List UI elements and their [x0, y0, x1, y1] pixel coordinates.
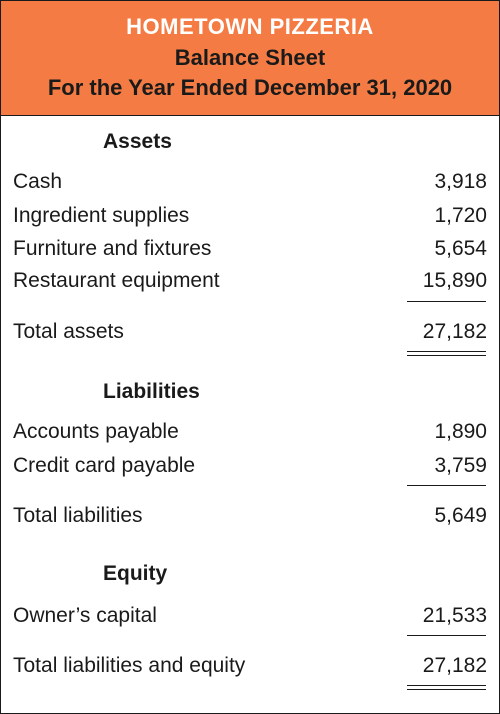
total-amount: 27,182: [422, 320, 487, 343]
line-item-amount: 15,890: [422, 269, 487, 292]
line-item: Restaurant equipment 15,890: [13, 267, 487, 295]
double-underline: [407, 685, 486, 690]
subtotal-rule: [407, 485, 486, 486]
line-item: Ingredient supplies 1,720: [13, 202, 487, 230]
total-row: Total liabilities and equity 27,182: [13, 652, 487, 680]
document-title: Balance Sheet: [174, 45, 326, 70]
total-row: Total liabilities 5,649: [13, 502, 487, 530]
company-name: HOMETOWN PIZZERIA: [126, 14, 374, 39]
subtotal-rule: [407, 301, 486, 302]
line-item: Cash 3,918: [13, 168, 487, 196]
liabilities-heading: Liabilities: [103, 380, 200, 403]
line-item-amount: 1,720: [434, 204, 487, 227]
line-item-label: Restaurant equipment: [13, 269, 220, 292]
line-item: Owner’s capital 21,533: [13, 602, 487, 630]
line-item-label: Furniture and fixtures: [13, 237, 212, 260]
sheet-header: HOMETOWN PIZZERIA Balance Sheet For the …: [1, 1, 499, 116]
total-row: Total assets 27,182: [13, 318, 487, 346]
line-item: Furniture and fixtures 5,654: [13, 235, 487, 263]
assets-heading: Assets: [103, 130, 172, 153]
double-underline: [407, 351, 486, 356]
line-item: Credit card payable 3,759: [13, 452, 487, 480]
total-amount: 5,649: [434, 504, 487, 527]
line-item: Accounts payable 1,890: [13, 418, 487, 446]
line-item-amount: 1,890: [434, 420, 487, 443]
line-item-amount: 21,533: [422, 604, 487, 627]
subtotal-rule: [407, 635, 486, 636]
line-item-label: Credit card payable: [13, 454, 196, 477]
total-label: Total liabilities: [13, 504, 143, 527]
line-item-amount: 5,654: [434, 237, 487, 260]
total-label: Total liabilities and equity: [13, 654, 246, 677]
line-item-label: Cash: [13, 170, 63, 193]
report-period: For the Year Ended December 31, 2020: [47, 75, 453, 100]
line-item-label: Ingredient supplies: [13, 204, 190, 227]
line-item-amount: 3,759: [434, 454, 487, 477]
line-item-label: Accounts payable: [13, 420, 179, 443]
total-label: Total assets: [13, 320, 124, 343]
line-item-amount: 3,918: [434, 170, 487, 193]
total-amount: 27,182: [422, 654, 487, 677]
equity-heading: Equity: [103, 562, 168, 585]
line-item-label: Owner’s capital: [13, 604, 157, 627]
